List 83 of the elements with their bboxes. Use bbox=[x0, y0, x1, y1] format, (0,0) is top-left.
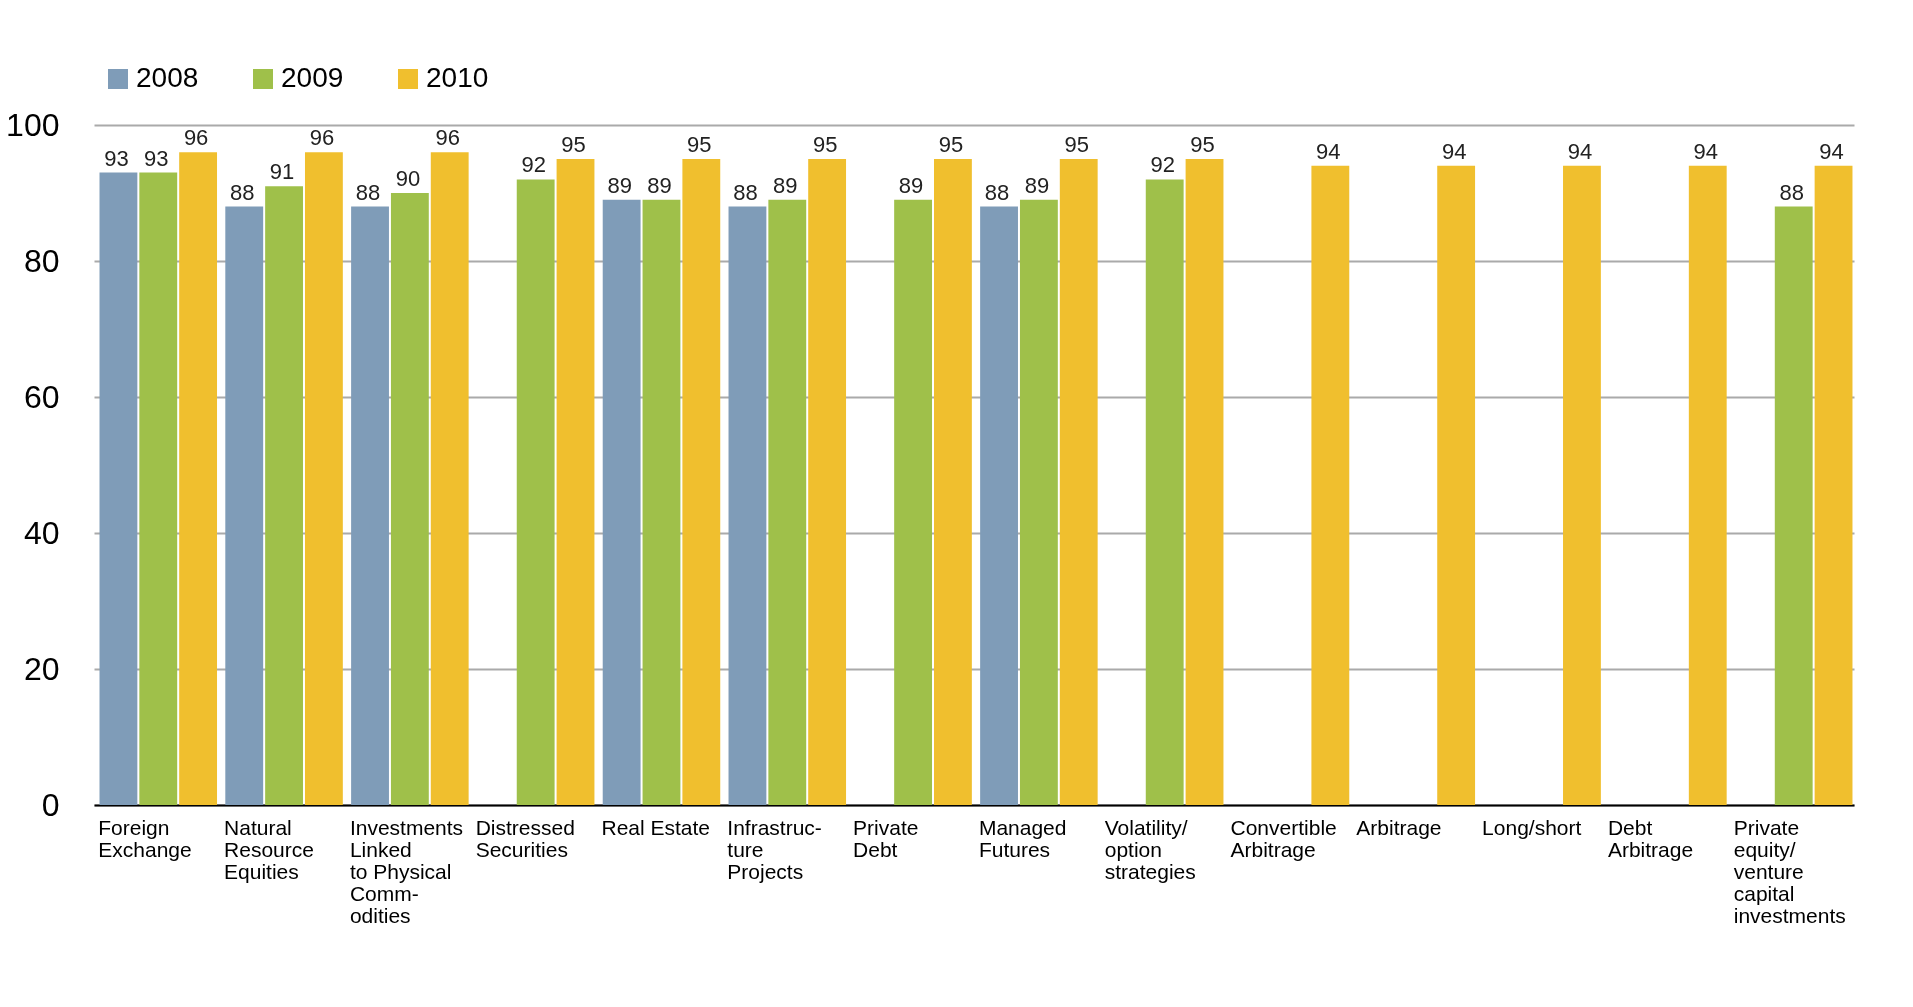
y-tick-label: 80 bbox=[23, 242, 60, 279]
x-tick-label: Natural Resource Equities bbox=[224, 815, 314, 883]
bar bbox=[682, 159, 721, 805]
x-tick-label: Real Estate bbox=[601, 815, 711, 839]
bar bbox=[516, 179, 555, 805]
data-label: 89 bbox=[898, 172, 924, 198]
bar bbox=[1688, 165, 1727, 805]
data-label: 96 bbox=[183, 125, 209, 151]
data-label: 95 bbox=[561, 132, 586, 157]
bar bbox=[139, 172, 178, 805]
data-label: 88 bbox=[733, 179, 758, 205]
bar bbox=[1019, 199, 1058, 805]
data-label: 94 bbox=[1316, 138, 1341, 164]
data-label: 88 bbox=[355, 179, 381, 205]
data-label: 94 bbox=[1441, 138, 1467, 164]
data-label: 95 bbox=[1064, 132, 1089, 157]
bar bbox=[304, 152, 343, 805]
x-tick-label: Private Debt bbox=[853, 815, 919, 861]
bar bbox=[99, 172, 138, 805]
data-label: 88 bbox=[984, 179, 1010, 205]
bar bbox=[808, 159, 847, 805]
x-tick-label: Private equity/ venture capital investments bbox=[1733, 815, 1846, 927]
data-label: 95 bbox=[687, 132, 712, 157]
bar bbox=[225, 206, 264, 805]
y-tick-label: 60 bbox=[23, 378, 60, 415]
data-label: 89 bbox=[773, 172, 798, 198]
legend-label: 2008 bbox=[136, 62, 199, 93]
bar bbox=[1563, 165, 1601, 805]
x-tick-label: Investments Linked to Physical Comm- odities bbox=[349, 815, 464, 927]
x-tick-label: Managed Futures bbox=[978, 815, 1067, 861]
bar bbox=[1145, 179, 1184, 805]
bar bbox=[934, 159, 972, 805]
x-tick-label: Distressed Securities bbox=[475, 815, 575, 861]
bar bbox=[556, 159, 595, 805]
data-label: 89 bbox=[647, 172, 672, 198]
bar bbox=[1059, 159, 1098, 805]
bar bbox=[1774, 206, 1813, 805]
data-label: 95 bbox=[1190, 132, 1215, 157]
x-tick-label: Infrastruc- ture Projects bbox=[727, 815, 822, 883]
legend-label: 2009 bbox=[281, 62, 344, 93]
bar bbox=[980, 206, 1018, 805]
data-label: 94 bbox=[1567, 138, 1593, 164]
bar bbox=[179, 152, 218, 805]
y-tick-label: 40 bbox=[23, 514, 60, 551]
data-label: 88 bbox=[230, 179, 255, 205]
bar bbox=[390, 193, 429, 805]
y-tick-label: 100 bbox=[6, 106, 60, 143]
x-tick-label: Arbitrage bbox=[1356, 815, 1442, 839]
bar bbox=[728, 206, 767, 805]
bar bbox=[1814, 165, 1853, 805]
data-label: 94 bbox=[1693, 138, 1718, 164]
legend-label: 2010 bbox=[426, 62, 489, 93]
bar bbox=[642, 199, 681, 805]
data-label: 93 bbox=[104, 145, 129, 171]
data-label: 95 bbox=[938, 132, 964, 157]
data-label: 94 bbox=[1819, 138, 1844, 164]
data-label: 93 bbox=[144, 145, 169, 171]
data-label: 96 bbox=[435, 125, 460, 151]
data-label: 89 bbox=[1024, 172, 1050, 198]
x-tick-label: Convertible Arbitrage bbox=[1230, 815, 1337, 861]
x-tick-label: Foreign Exchange bbox=[98, 815, 192, 861]
data-label: 90 bbox=[395, 166, 421, 191]
data-label: 92 bbox=[1150, 152, 1175, 178]
y-tick-label: 0 bbox=[41, 786, 60, 823]
data-label: 92 bbox=[521, 152, 546, 178]
x-tick-label: Debt Arbitrage bbox=[1607, 815, 1694, 861]
data-label: 96 bbox=[309, 125, 335, 151]
x-tick-label: Volatility/ option strategies bbox=[1104, 815, 1196, 883]
x-tick-label: Long/short bbox=[1482, 815, 1582, 839]
y-tick-label: 20 bbox=[23, 650, 60, 687]
bar bbox=[768, 199, 807, 805]
data-label: 88 bbox=[1779, 179, 1804, 205]
data-label: 89 bbox=[607, 172, 632, 198]
bar bbox=[265, 186, 303, 805]
bar bbox=[1311, 165, 1350, 805]
data-label: 91 bbox=[269, 159, 295, 185]
bar bbox=[1185, 159, 1224, 805]
data-label: 95 bbox=[812, 132, 838, 157]
bar bbox=[351, 206, 389, 805]
bar bbox=[602, 199, 641, 805]
bar bbox=[894, 199, 933, 805]
bar bbox=[430, 152, 469, 805]
bar bbox=[1437, 165, 1476, 805]
